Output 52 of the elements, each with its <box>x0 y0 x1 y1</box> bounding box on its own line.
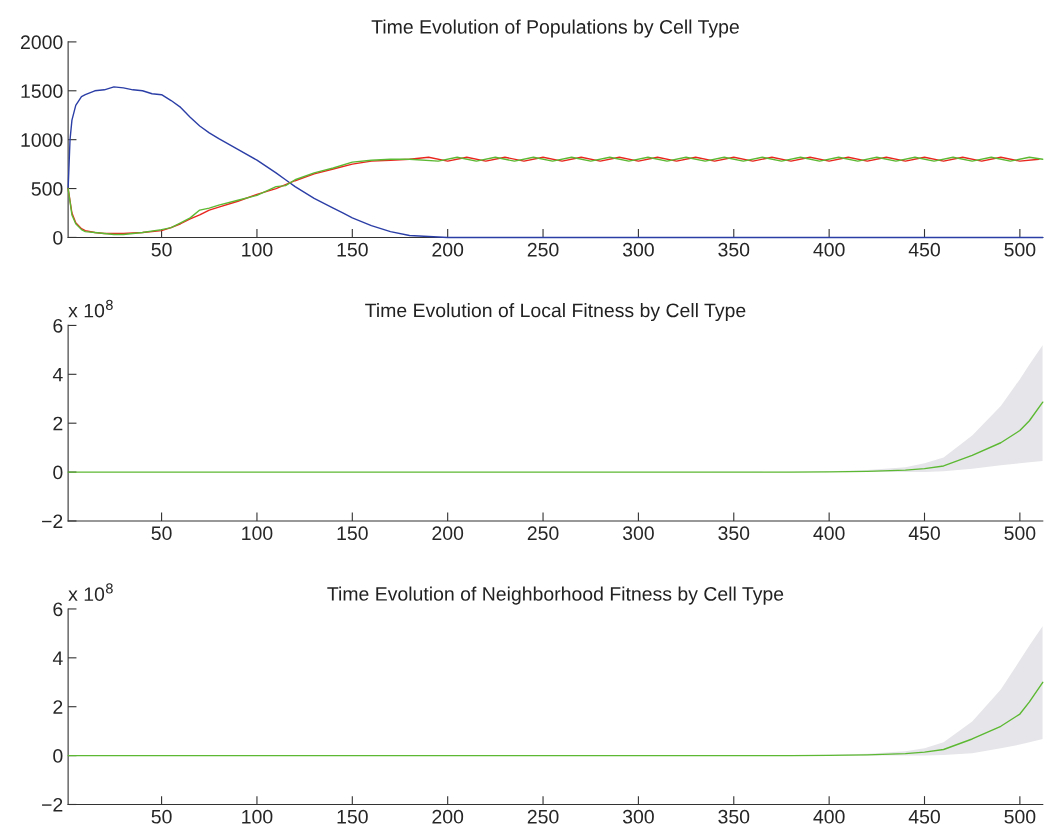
x-tick-label: 250 <box>527 526 559 541</box>
y-tick-label: 4 <box>52 651 63 665</box>
x-tick-label: 500 <box>1004 242 1036 257</box>
x-tick-label: 500 <box>1004 526 1036 541</box>
chart-title: Time Evolution of Local Fitness by Cell Type <box>365 303 746 322</box>
x-tick-label: 350 <box>718 242 750 257</box>
text: x 10$^{8}$ <box>68 299 113 318</box>
x-tick-label: 100 <box>242 242 273 257</box>
x-tick-label: 300 <box>622 526 654 541</box>
line-series <box>67 401 1044 473</box>
y-tick-label: 2 <box>53 416 63 431</box>
x-tick-label: 150 <box>337 242 368 257</box>
x-tick-label: 200 <box>432 809 464 824</box>
x-tick-label: 150 <box>337 809 368 824</box>
x-tick-label: 100 <box>242 809 273 824</box>
x-tick-label: 400 <box>813 809 845 824</box>
x-tick-label: 450 <box>908 809 940 824</box>
y-tick-label: 6 <box>53 602 63 617</box>
y-tick-label: −2 <box>42 514 63 528</box>
y-tick-label: 0 <box>53 465 63 480</box>
x-tick-label: 50 <box>151 809 172 824</box>
x-tick-label: 200 <box>432 526 464 541</box>
x-tick-label: 150 <box>337 526 368 541</box>
x-tick-label: 200 <box>432 242 464 257</box>
x-tick-label: 500 <box>1004 809 1036 824</box>
y-tick-label: 500 <box>31 182 63 196</box>
y-tick-label: 4 <box>52 367 63 382</box>
x-tick-label: 300 <box>622 242 654 257</box>
x-tick-label: 100 <box>242 526 273 541</box>
x-tick-label: 250 <box>527 242 559 257</box>
y-tick-label: 6 <box>53 318 63 333</box>
y-tick-label: 1000 <box>21 133 63 147</box>
x-tick-label: 350 <box>718 526 750 541</box>
chart-title: Time Evolution of Populations by Cell Type <box>371 19 739 38</box>
text: x 10$^{8}$ <box>68 583 113 602</box>
x-tick-label: 400 <box>813 526 845 541</box>
y-tick-label: 0 <box>53 230 63 245</box>
chart-title: Time Evolution of Neighborhood Fitness by Cell Type <box>327 586 784 605</box>
x-tick-label: 450 <box>908 242 940 257</box>
x-tick-label: 300 <box>622 809 654 824</box>
line-series <box>67 681 1044 757</box>
y-tick-label: 2000 <box>20 35 63 50</box>
x-tick-label: 400 <box>813 242 845 257</box>
x-tick-label: 350 <box>718 809 750 824</box>
y-tick-label: 0 <box>53 749 63 763</box>
x-tick-label: 50 <box>151 242 172 257</box>
x-tick-label: 250 <box>527 809 559 824</box>
x-tick-label: 50 <box>151 526 172 541</box>
y-tick-label: 2 <box>53 700 63 714</box>
y-tick-label: 1500 <box>21 84 63 99</box>
x-tick-label: 450 <box>908 526 940 541</box>
y-tick-label: −2 <box>42 797 63 812</box>
